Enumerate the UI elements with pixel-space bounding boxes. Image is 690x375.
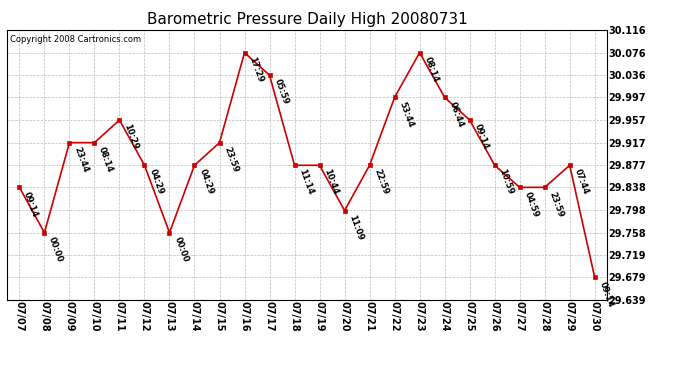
Text: 22:59: 22:59	[373, 168, 390, 196]
Text: 06:44: 06:44	[447, 100, 465, 128]
Text: 09:14: 09:14	[473, 123, 490, 151]
Title: Barometric Pressure Daily High 20080731: Barometric Pressure Daily High 20080731	[147, 12, 467, 27]
Text: 23:44: 23:44	[72, 146, 90, 174]
Text: 10:59: 10:59	[497, 168, 515, 196]
Text: 05:59: 05:59	[273, 78, 290, 106]
Text: 08:14: 08:14	[97, 146, 115, 174]
Text: 00:00: 00:00	[47, 236, 65, 263]
Text: 11:09: 11:09	[347, 213, 365, 242]
Text: 11:14: 11:14	[297, 168, 315, 196]
Text: 17:29: 17:29	[247, 56, 265, 84]
Text: 08:14: 08:14	[422, 56, 440, 84]
Text: 04:29: 04:29	[197, 168, 215, 196]
Text: 53:44: 53:44	[397, 100, 415, 128]
Text: 00:00: 00:00	[172, 236, 190, 263]
Text: 04:29: 04:29	[147, 168, 165, 196]
Text: 10:29: 10:29	[122, 123, 140, 151]
Text: 09:14: 09:14	[598, 280, 615, 308]
Text: 07:44: 07:44	[573, 168, 590, 196]
Text: 10:44: 10:44	[322, 168, 340, 196]
Text: 23:59: 23:59	[222, 146, 240, 174]
Text: 23:59: 23:59	[547, 190, 565, 218]
Text: Copyright 2008 Cartronics.com: Copyright 2008 Cartronics.com	[10, 35, 141, 44]
Text: 04:59: 04:59	[522, 190, 540, 218]
Text: 09:14: 09:14	[22, 190, 40, 218]
